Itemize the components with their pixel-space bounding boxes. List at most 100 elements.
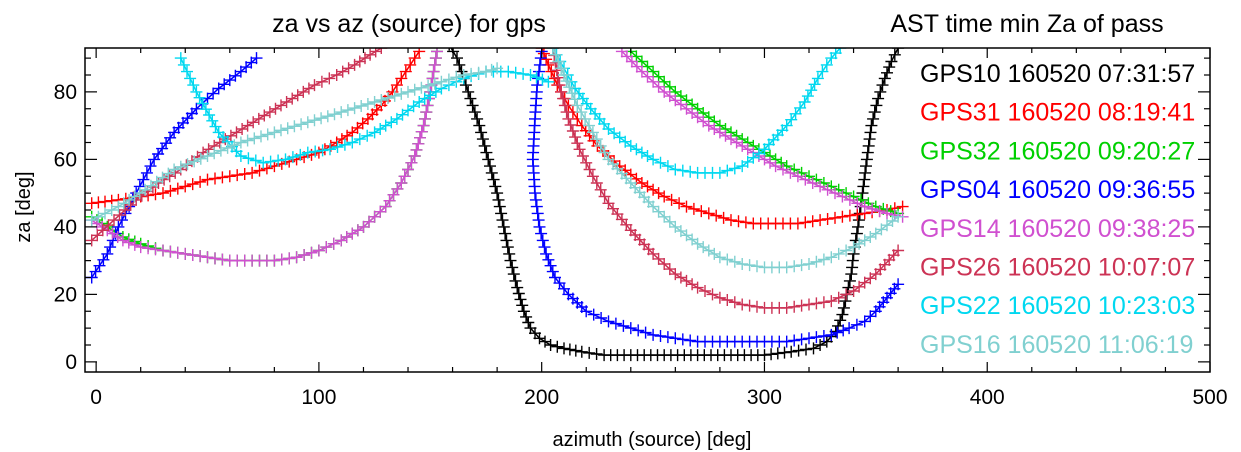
- data-point: [369, 48, 382, 58]
- data-point: [142, 242, 155, 255]
- data-point: [808, 78, 821, 91]
- data-point: [652, 187, 665, 200]
- data-point: [236, 123, 249, 135]
- data-point: [892, 210, 905, 223]
- data-point: [410, 143, 423, 156]
- data-point: [594, 183, 607, 196]
- data-point: [713, 291, 726, 304]
- data-point: [348, 102, 361, 115]
- data-point: [340, 231, 353, 243]
- data-point: [427, 65, 440, 78]
- data-point: [717, 211, 730, 224]
- data-point: [843, 322, 856, 335]
- data-point: [865, 119, 878, 132]
- data-point: [542, 75, 555, 88]
- data-point: [272, 154, 285, 167]
- data-point: [374, 205, 387, 218]
- data-point: [320, 241, 333, 254]
- data-point: [799, 216, 812, 229]
- data-point: [312, 244, 325, 257]
- data-point: [415, 125, 428, 138]
- data-point: [412, 137, 425, 150]
- data-point: [101, 247, 114, 260]
- data-point: [348, 58, 361, 71]
- data-point: [275, 253, 288, 266]
- data-point: [275, 99, 287, 112]
- data-point: [845, 268, 858, 281]
- data-point: [509, 274, 522, 287]
- data-point: [478, 139, 491, 152]
- data-point: [462, 85, 475, 98]
- data-point: [116, 234, 129, 247]
- data-point: [558, 99, 571, 112]
- data-point: [509, 66, 522, 79]
- data-point: [566, 125, 579, 137]
- x-axis-label: azimuth (source) [deg]: [553, 429, 752, 451]
- data-point: [491, 187, 504, 200]
- data-point: [780, 261, 793, 274]
- data-point: [390, 79, 403, 92]
- data-point: [564, 119, 577, 131]
- data-point: [503, 247, 516, 260]
- data-point: [216, 171, 229, 184]
- data-point: [294, 148, 307, 161]
- data-point: [144, 160, 157, 173]
- data-point: [728, 162, 741, 175]
- data-point: [831, 326, 844, 339]
- data-point: [466, 99, 479, 112]
- series-6: [526, 48, 905, 348]
- legend-entry: GPS16 160520 11:06:19: [920, 331, 1193, 359]
- data-point: [253, 164, 266, 177]
- data-point: [382, 92, 394, 104]
- data-point: [290, 251, 303, 264]
- data-point: [829, 187, 841, 200]
- data-point: [208, 147, 221, 160]
- data-point: [580, 305, 593, 318]
- data-point: [647, 75, 660, 88]
- data-point: [549, 48, 562, 61]
- data-point: [171, 182, 184, 195]
- data-point: [558, 342, 570, 355]
- data-point: [684, 334, 697, 347]
- y-tick-label: 60: [54, 148, 77, 171]
- data-point: [341, 129, 354, 142]
- data-point: [843, 274, 856, 287]
- data-point: [885, 55, 898, 68]
- data-point: [575, 106, 588, 119]
- data-point: [484, 160, 496, 173]
- data-point: [408, 150, 421, 162]
- data-point: [805, 84, 818, 97]
- data-point: [669, 163, 682, 176]
- data-point: [426, 72, 439, 85]
- data-point: [721, 294, 734, 306]
- data-point: [791, 217, 804, 230]
- data-point: [468, 106, 481, 119]
- series-line: [91, 50, 420, 205]
- data-point: [586, 170, 599, 183]
- data-point: [530, 71, 543, 84]
- data-point: [576, 150, 589, 162]
- data-point: [157, 187, 169, 200]
- data-point: [252, 112, 265, 125]
- data-point: [788, 334, 801, 347]
- data-point: [194, 152, 207, 165]
- data-point: [268, 254, 281, 267]
- data-point: [728, 255, 741, 268]
- data-point: [402, 163, 414, 176]
- data-point: [368, 126, 381, 139]
- data-point: [728, 296, 741, 309]
- data-point: [810, 297, 823, 310]
- data-point: [242, 152, 255, 165]
- data-point: [485, 63, 498, 76]
- data-point: [338, 138, 351, 151]
- data-point: [560, 106, 573, 119]
- data-point: [286, 151, 299, 164]
- data-point: [680, 274, 693, 287]
- data-point: [238, 168, 251, 180]
- data-point: [137, 173, 150, 186]
- data-point: [669, 332, 682, 345]
- data-point: [209, 172, 221, 185]
- data-point: [814, 180, 827, 193]
- data-point: [234, 150, 247, 162]
